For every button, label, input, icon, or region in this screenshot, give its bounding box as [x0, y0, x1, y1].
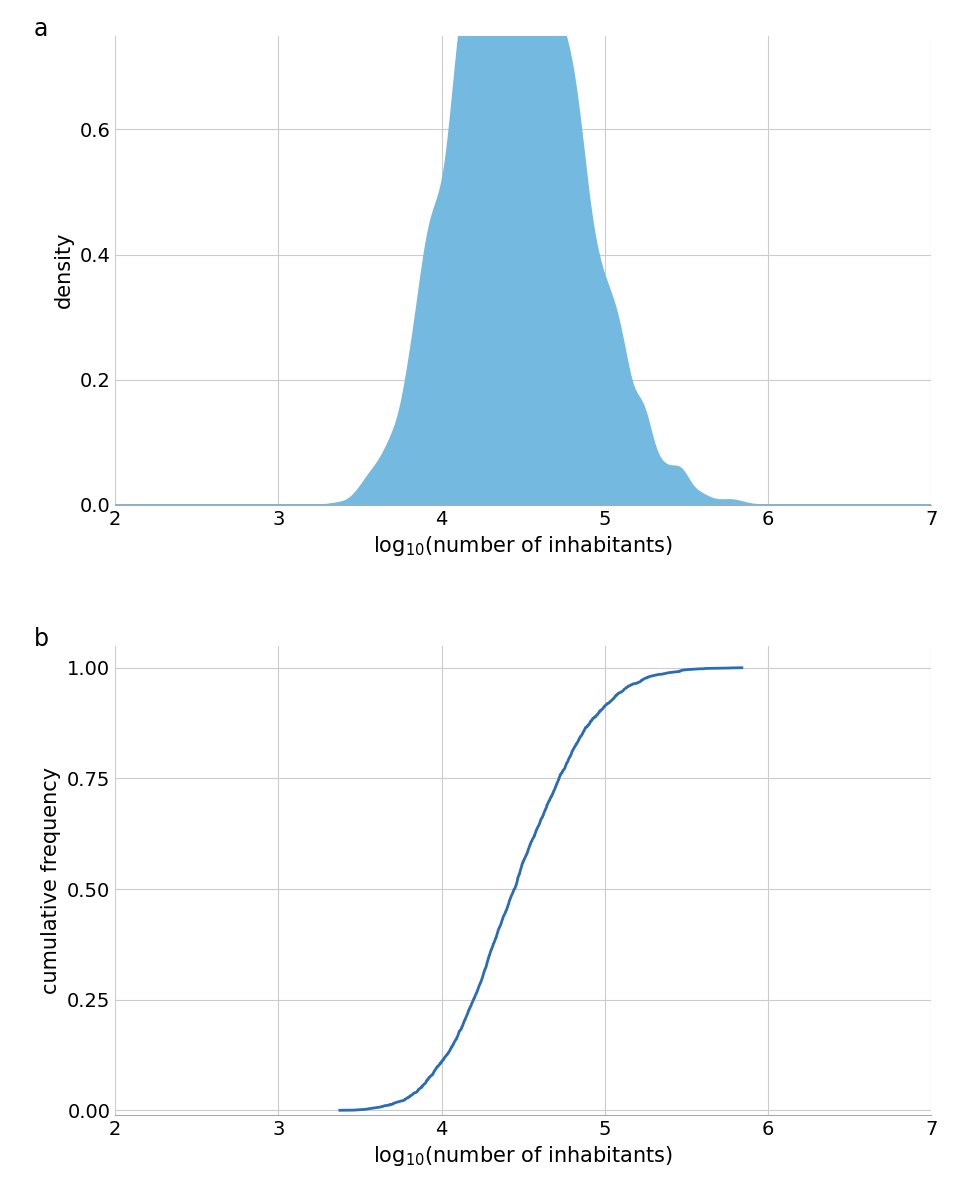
Y-axis label: density: density: [54, 232, 74, 308]
X-axis label: log$_{10}$(number of inhabitants): log$_{10}$(number of inhabitants): [373, 534, 673, 559]
X-axis label: log$_{10}$(number of inhabitants): log$_{10}$(number of inhabitants): [373, 1144, 673, 1168]
Text: b: b: [34, 627, 49, 651]
Text: a: a: [34, 17, 48, 40]
Y-axis label: cumulative frequency: cumulative frequency: [41, 766, 61, 994]
